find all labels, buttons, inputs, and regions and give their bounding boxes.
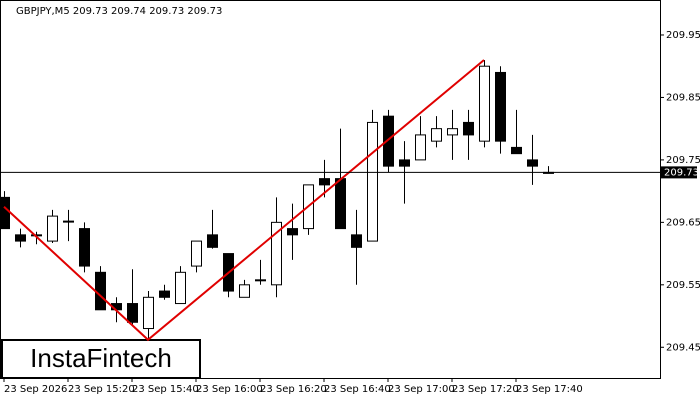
x-tick-label: 23 Sep 17:00 — [388, 384, 455, 395]
candle-body — [367, 121, 378, 242]
candle-body — [143, 296, 154, 330]
current-price-label: 209.73 — [664, 167, 699, 178]
candle-body — [159, 290, 170, 298]
current-price-box — [661, 166, 697, 179]
x-tick-label: 23 Sep 16:20 — [260, 384, 327, 395]
candle-body — [255, 279, 266, 282]
logo-box — [1, 339, 201, 379]
candle-body — [79, 228, 90, 267]
candle-body — [383, 115, 394, 167]
x-tick-label: 23 Sep 17:20 — [452, 384, 519, 395]
plot-frame — [0, 0, 661, 379]
marks — [0, 59, 554, 342]
candle-body — [95, 271, 106, 311]
x-tick-label: 23 Sep 16:00 — [196, 384, 263, 395]
y-tick-label: 209.55 — [666, 280, 700, 291]
candle-body — [287, 228, 298, 236]
candle-body — [207, 234, 218, 248]
candle-body — [447, 128, 458, 136]
candle-body — [495, 71, 506, 142]
candle-body — [239, 284, 250, 298]
x-tick-label: 23 Sep 16:40 — [324, 384, 391, 395]
x-tick-label: 23 Sep 17:40 — [516, 384, 583, 395]
x-tick-label: 23 Sep 15:40 — [132, 384, 199, 395]
y-tick-label: 209.95 — [666, 30, 700, 41]
trend-line — [3, 59, 485, 342]
candle-body — [335, 178, 346, 230]
x-tick-label: 23 Sep 15:20 — [68, 384, 135, 395]
watermark: InstaFintech — [30, 343, 172, 373]
y-tick-label: 209.75 — [666, 155, 700, 166]
candle-body — [0, 196, 10, 230]
candle-body — [175, 271, 186, 305]
candle-body — [399, 159, 410, 167]
candle-body — [463, 121, 474, 136]
candle-body — [191, 240, 202, 267]
candle-body — [415, 134, 426, 161]
candle-body — [479, 65, 490, 142]
candle-body — [431, 128, 442, 142]
candle-body — [63, 220, 74, 223]
candle-body — [127, 303, 138, 323]
chart-title: GBPJPY,M5 209.73 209.74 209.73 209.73 — [16, 6, 222, 17]
candle-body — [47, 215, 58, 242]
candle-body — [351, 234, 362, 248]
candle-body — [271, 221, 282, 286]
candle-body — [527, 159, 538, 167]
x-tick-label: 23 Sep 2026 — [4, 384, 67, 395]
candle-body — [319, 178, 330, 186]
y-tick-label: 209.85 — [666, 92, 700, 103]
y-tick-label: 209.65 — [666, 217, 700, 228]
y-tick-label: 209.45 — [666, 342, 700, 353]
candle-body — [15, 234, 26, 242]
candle-body — [511, 146, 522, 155]
